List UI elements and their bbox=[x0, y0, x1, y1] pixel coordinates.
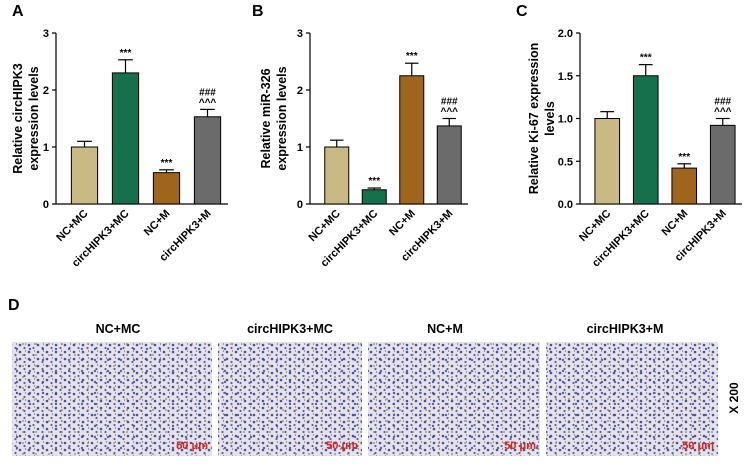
bar bbox=[111, 72, 140, 205]
significance-label: *** bbox=[640, 53, 652, 64]
significance-label: *** bbox=[368, 176, 380, 187]
y-axis-label: Relative Ki-67 expression bbox=[527, 43, 541, 194]
significance-label: ^^^ bbox=[714, 107, 732, 118]
x-tick-label: NC+M bbox=[387, 208, 418, 239]
bar bbox=[632, 75, 659, 205]
y-axis-label: levels bbox=[543, 101, 557, 136]
y-tick-label: 1.0 bbox=[558, 114, 573, 126]
micrograph-texture bbox=[218, 342, 362, 456]
scale-bar-label: 50 μm bbox=[504, 440, 536, 452]
y-tick-label: 1 bbox=[297, 142, 303, 154]
panel-label: C bbox=[516, 3, 528, 20]
significance-label: ### bbox=[441, 97, 458, 108]
y-axis-label: Relative circHIPK3 bbox=[11, 63, 25, 174]
bar bbox=[152, 172, 181, 205]
y-tick-label: 3 bbox=[297, 28, 303, 40]
bar bbox=[709, 124, 736, 205]
significance-label: ^^^ bbox=[440, 107, 458, 118]
y-tick-label: 2 bbox=[43, 85, 49, 97]
image-title: circHIPK3+MC bbox=[247, 322, 333, 336]
bar bbox=[324, 146, 350, 205]
bar bbox=[436, 125, 462, 205]
panel-label: B bbox=[252, 3, 264, 20]
significance-label: ### bbox=[714, 97, 731, 108]
x-tick-label: NC+MC bbox=[577, 208, 613, 244]
significance-label: ^^^ bbox=[199, 97, 217, 108]
x-tick-label: NC+MC bbox=[307, 208, 343, 244]
significance-label: *** bbox=[678, 152, 690, 163]
y-tick-label: 0.0 bbox=[558, 199, 573, 211]
x-tick-label: NC+M bbox=[660, 208, 691, 239]
y-tick-label: 0 bbox=[297, 199, 303, 211]
bar bbox=[70, 146, 99, 205]
y-tick-label: 1 bbox=[43, 142, 49, 154]
panel-label: A bbox=[12, 3, 24, 20]
image-title: circHIPK3+M bbox=[587, 322, 664, 336]
magnification-label: X 200 bbox=[727, 382, 741, 414]
scale-bar-label: 50 μm bbox=[326, 440, 358, 452]
y-tick-label: 1.5 bbox=[558, 71, 573, 83]
bar bbox=[399, 75, 425, 205]
scale-bar-label: 50 μm bbox=[682, 440, 714, 452]
micrograph-texture bbox=[546, 342, 718, 456]
bar bbox=[671, 167, 698, 205]
significance-label: *** bbox=[120, 48, 132, 59]
significance-label: *** bbox=[161, 158, 173, 169]
bar bbox=[193, 116, 222, 205]
scale-bar-label: 50 μm bbox=[176, 440, 208, 452]
image-title: NC+M bbox=[427, 322, 463, 336]
image-title: NC+MC bbox=[96, 322, 141, 336]
y-tick-label: 0 bbox=[43, 199, 49, 211]
micrograph-texture bbox=[12, 342, 212, 456]
micrograph-texture bbox=[368, 342, 540, 456]
panel-label: D bbox=[8, 297, 20, 314]
bar bbox=[594, 118, 621, 205]
x-tick-label: NC+M bbox=[142, 208, 173, 239]
y-tick-label: 2.0 bbox=[558, 28, 573, 40]
y-axis-label: expression levels bbox=[27, 66, 41, 170]
bar bbox=[361, 189, 387, 205]
y-tick-label: 2 bbox=[297, 85, 303, 97]
y-axis-label: Relative miR-326 bbox=[259, 68, 273, 168]
y-axis-label: expression levels bbox=[275, 66, 289, 170]
x-tick-label: NC+MC bbox=[54, 208, 90, 244]
significance-label: ### bbox=[199, 87, 216, 98]
significance-label: *** bbox=[406, 51, 418, 62]
y-tick-label: 0.5 bbox=[558, 156, 573, 168]
y-tick-label: 3 bbox=[43, 28, 49, 40]
